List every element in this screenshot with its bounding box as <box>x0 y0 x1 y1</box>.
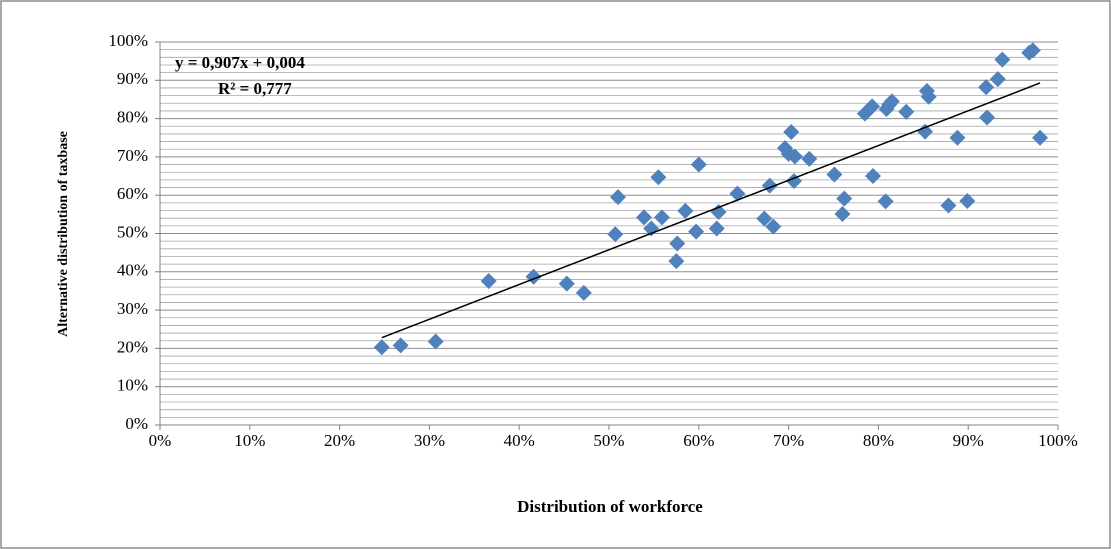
point <box>609 189 626 206</box>
y-tick-label: 90% <box>117 69 148 88</box>
y-tick-label: 80% <box>117 108 148 127</box>
point <box>836 190 853 207</box>
point <box>883 93 900 110</box>
point <box>979 109 996 126</box>
point <box>801 150 818 167</box>
point <box>653 209 670 226</box>
point <box>677 202 694 219</box>
point <box>650 169 667 186</box>
x-tick-label: 60% <box>683 431 714 450</box>
point <box>373 339 390 356</box>
point <box>978 79 995 96</box>
point <box>669 235 686 252</box>
point <box>783 124 800 141</box>
point <box>786 148 803 165</box>
point <box>392 337 409 354</box>
point <box>877 193 894 210</box>
x-tick-label: 100% <box>1038 431 1078 450</box>
y-tick-label: 70% <box>117 146 148 165</box>
x-tick-label: 80% <box>863 431 894 450</box>
y-tick-label: 0% <box>125 414 148 433</box>
point <box>710 204 727 221</box>
x-tick-label: 10% <box>234 431 265 450</box>
point <box>834 205 851 222</box>
y-tick-label: 20% <box>117 337 148 356</box>
y-tick-label: 100% <box>108 31 148 50</box>
point <box>480 272 497 289</box>
point <box>558 275 575 292</box>
x-tick-label: 0% <box>149 431 172 450</box>
point <box>688 223 705 240</box>
point <box>708 220 725 237</box>
y-axis-title: Alternative distribution of taxbase <box>56 131 71 337</box>
point <box>959 192 976 209</box>
point <box>668 253 685 270</box>
point <box>607 226 624 243</box>
trendline <box>381 82 1041 339</box>
point <box>1032 129 1049 146</box>
point <box>427 333 444 350</box>
x-tick-label: 20% <box>324 431 355 450</box>
y-tick-label: 30% <box>117 299 148 318</box>
point <box>729 185 746 202</box>
point <box>636 209 653 226</box>
point <box>920 88 937 105</box>
point <box>865 168 882 185</box>
point <box>949 129 966 146</box>
point <box>994 51 1011 68</box>
x-axis-title: Distribution of workforce <box>517 497 703 516</box>
y-tick-label: 10% <box>117 376 148 395</box>
y-tick-label: 50% <box>117 222 148 241</box>
point <box>765 218 782 235</box>
point <box>989 71 1006 88</box>
point <box>898 103 915 120</box>
annotation: y = 0,907x + 0,004 <box>175 53 305 72</box>
x-tick-label: 70% <box>773 431 804 450</box>
x-tick-label: 30% <box>414 431 445 450</box>
point <box>575 284 592 301</box>
x-tick-label: 90% <box>953 431 984 450</box>
point <box>756 210 773 227</box>
point <box>1024 42 1041 59</box>
point <box>940 197 957 214</box>
x-tick-label: 50% <box>593 431 624 450</box>
y-tick-label: 60% <box>117 184 148 203</box>
point <box>826 166 843 183</box>
point <box>864 98 881 115</box>
point <box>690 156 707 173</box>
y-tick-label: 40% <box>117 261 148 280</box>
point <box>917 123 934 140</box>
x-tick-label: 40% <box>504 431 535 450</box>
annotation: R² = 0,777 <box>218 79 292 98</box>
